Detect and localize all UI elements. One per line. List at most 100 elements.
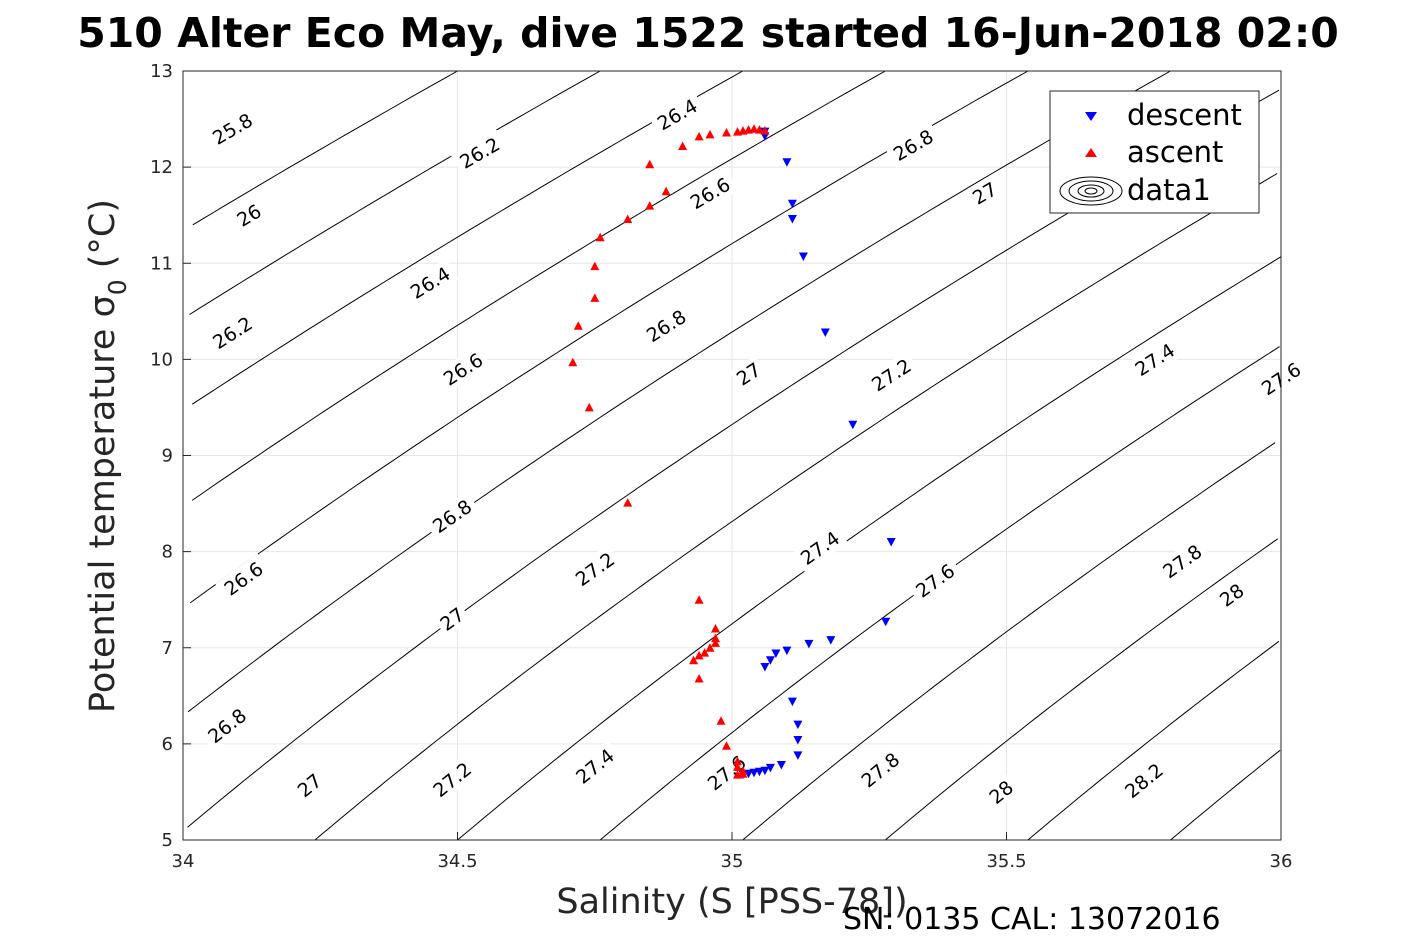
ascent-point <box>749 124 759 133</box>
ascent-point <box>694 131 704 141</box>
isopycnal-26 <box>189 70 601 315</box>
ascent-point <box>716 716 726 725</box>
legend: descent ascent data1 <box>1049 90 1260 214</box>
contour-label-bg <box>637 301 695 350</box>
isopycnal-27.8 <box>742 442 1276 841</box>
contour-label-bg <box>423 491 481 541</box>
y-tick-label: 8 <box>162 542 173 563</box>
y-axis-label-text: Potential temperature σ0 (°C) <box>83 199 132 713</box>
ascent-point <box>595 232 605 242</box>
y-tick-label: 10 <box>150 349 173 370</box>
isopycnal-28.4 <box>1170 749 1281 841</box>
x-axis-label: Salinity (S [PSS-78]) <box>556 882 907 922</box>
data-markers <box>568 124 896 780</box>
descent-point <box>782 158 792 167</box>
descent-point <box>782 646 792 656</box>
descent-point <box>848 420 858 430</box>
contour-label-bg <box>450 129 509 177</box>
ascent-point <box>733 770 742 779</box>
contour-label-bg <box>1116 754 1172 807</box>
descent-point <box>798 252 808 261</box>
ascent-point <box>733 756 742 766</box>
ascent-point <box>722 128 731 137</box>
isopycnal-28.2 <box>1027 640 1280 841</box>
descent-point <box>881 617 891 627</box>
descent-point <box>793 720 803 730</box>
x-tick-label: 34 <box>172 851 195 872</box>
ascent-point <box>678 141 688 150</box>
descent-point <box>787 215 797 224</box>
contour-label-bg <box>434 344 492 394</box>
descent-point <box>793 751 803 760</box>
contour-label-bg <box>1154 536 1211 587</box>
descent-point <box>776 761 786 770</box>
serial-calibration-footer: SN: 0135 CAL: 13072016 <box>843 902 1221 937</box>
ascent-point <box>700 648 710 657</box>
ascent-point <box>705 643 715 652</box>
contour-label-bg <box>401 258 459 307</box>
y-tick-label: 6 <box>162 734 173 755</box>
isopycnal-26.4 <box>191 70 886 501</box>
contour-label-bg <box>729 355 768 393</box>
x-tick-label: 35.5 <box>986 851 1026 872</box>
contour-label-bg <box>852 744 908 796</box>
isopycnal-26.8 <box>187 70 1171 713</box>
density-contours <box>187 70 1282 841</box>
ascent-point <box>722 741 731 750</box>
y-axis-ticks: 5 6 7 8 9 10 11 12 13 <box>150 61 191 851</box>
isopycnal-25.8 <box>192 70 458 226</box>
ascent-point <box>661 186 671 196</box>
descent-point <box>826 636 836 645</box>
y-axis-label-subscript: 0 <box>103 279 132 295</box>
y-tick-label: 12 <box>150 157 173 178</box>
contour-label-bg <box>567 740 623 792</box>
contour-label-bg <box>229 197 268 234</box>
legend-box <box>1049 90 1260 214</box>
ascent-point <box>744 125 753 134</box>
ascent-point <box>689 655 699 665</box>
descent-point <box>820 328 830 337</box>
contour-label-bg <box>648 90 706 138</box>
legend-contour-icon <box>1059 176 1123 206</box>
ascent-point <box>623 214 633 223</box>
descent-point <box>787 697 797 707</box>
descent-point <box>886 538 896 547</box>
x-tick-label: 35 <box>721 851 744 872</box>
ascent-point <box>738 126 748 135</box>
ascent-point <box>694 650 704 660</box>
descent-point <box>793 736 803 745</box>
ascent-point <box>711 624 720 633</box>
ascent-point <box>694 595 704 604</box>
ascent-point <box>738 769 748 778</box>
contour-label-bg <box>681 169 739 217</box>
isopycnal-26.2 <box>192 70 743 405</box>
descent-point <box>787 199 797 209</box>
contour-label-bg <box>906 555 964 606</box>
y-axis-label: Potential temperature σ0 (°C) <box>83 199 132 713</box>
ascent-point <box>645 201 655 210</box>
contour-label-bg <box>204 308 261 357</box>
descent-point <box>771 649 781 658</box>
x-tick-label: 36 <box>1270 851 1293 872</box>
contour-label-bg <box>1212 576 1251 614</box>
x-tick-label: 34.5 <box>437 851 477 872</box>
ascent-point <box>711 633 720 643</box>
legend-descent-label: descent <box>1127 98 1242 132</box>
contour-label-bg <box>203 105 261 153</box>
y-axis-label-unit: (°C) <box>83 199 123 279</box>
contour-label-bg <box>791 522 848 573</box>
y-tick-label: 5 <box>162 830 173 851</box>
ascent-point <box>705 129 715 139</box>
legend-ascent-label: ascent <box>1127 135 1223 169</box>
contour-label-bg <box>981 773 1021 811</box>
contour-label-bg <box>566 544 623 594</box>
contour-label-bg <box>215 553 272 604</box>
contour-label-bg <box>424 753 480 806</box>
contour-label-bg <box>290 766 329 804</box>
isopycnal-26.6 <box>189 70 1029 604</box>
legend-descent-marker <box>1085 112 1097 121</box>
contour-label-bg <box>199 700 255 752</box>
ascent-point <box>573 321 583 330</box>
chart-title: 510 Alter Eco May, dive 1522 started 16-… <box>77 9 1339 57</box>
